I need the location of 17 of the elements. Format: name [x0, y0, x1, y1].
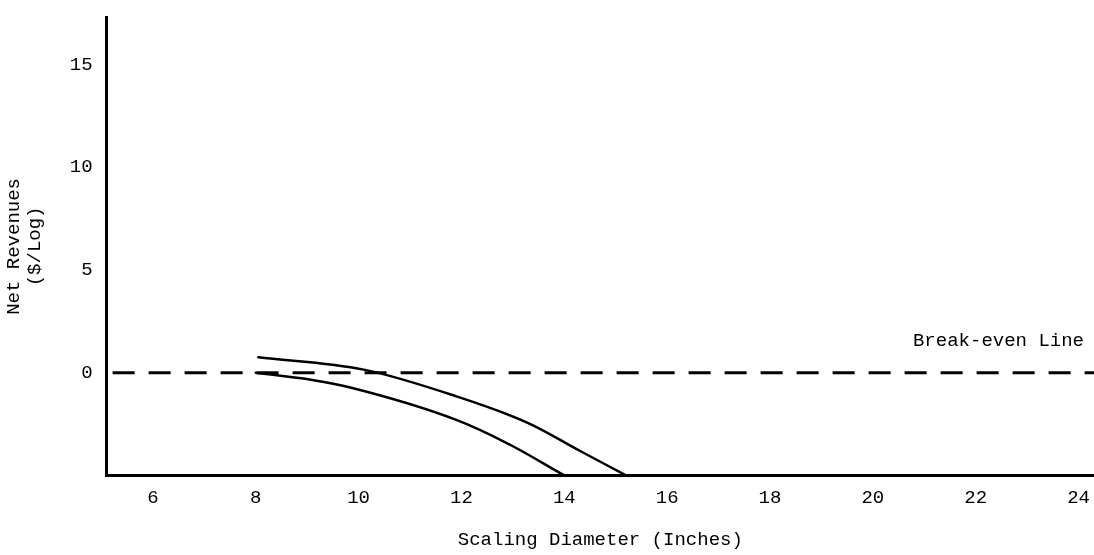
y-tick-label: 0 [81, 361, 93, 384]
x-tick-label: 20 [861, 486, 885, 509]
x-tick-label: 22 [964, 486, 988, 509]
ref-line-label: Break-even Line [912, 330, 1084, 353]
x-tick-label: 18 [758, 486, 782, 509]
x-tick-label: 14 [552, 486, 576, 509]
x-tick-label: 10 [347, 486, 370, 509]
y-axis-title: Net Revenues ($/Log) [3, 177, 47, 315]
y-tick-label: 5 [81, 259, 93, 282]
x-tick-label: 24 [1067, 486, 1090, 509]
x-tick-label: 12 [450, 486, 473, 509]
y-tick-label: 10 [69, 156, 93, 179]
x-tick-label: 8 [250, 486, 262, 509]
x-tick-label: 6 [147, 486, 159, 509]
x-tick-label: 16 [655, 486, 679, 509]
y-tick-label: 15 [69, 53, 93, 76]
x-axis-title: Scaling Diameter (Inches) [457, 528, 743, 551]
